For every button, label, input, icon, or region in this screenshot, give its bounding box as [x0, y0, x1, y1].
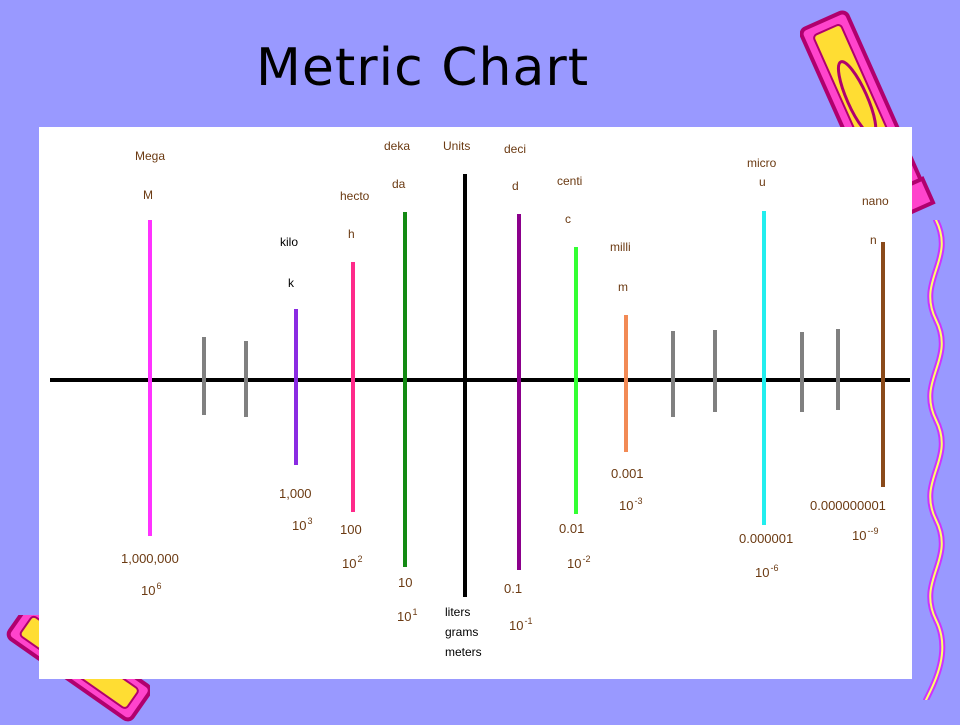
kilo-symbol: k — [288, 276, 294, 290]
centi-value: 0.01 — [559, 521, 585, 536]
milli-value: 0.001 — [611, 466, 644, 481]
metric-chart-svg — [50, 174, 910, 597]
squiggle-decoration — [923, 220, 946, 700]
nano-symbol: n — [870, 233, 877, 247]
deka-name: deka — [384, 139, 411, 153]
page-title: Metric Chart — [256, 38, 590, 98]
units-name: Units — [443, 139, 471, 153]
kilo-value: 1,000 — [279, 486, 312, 501]
base-unit-meters: meters — [445, 645, 482, 659]
milli-symbol: m — [618, 280, 628, 294]
metric-chart: Mega M 1,000,000 106 kilo k 1,000 103 he… — [39, 127, 912, 679]
deka-symbol: da — [392, 177, 406, 191]
hecto-value: 100 — [340, 522, 362, 537]
deci-power: 10-1 — [509, 616, 533, 633]
kilo-power: 103 — [292, 516, 313, 533]
micro-power: 10-6 — [755, 563, 779, 580]
mega-symbol: M — [143, 188, 153, 202]
nano-name: nano — [862, 194, 889, 208]
hecto-name: hecto — [340, 189, 370, 203]
micro-name: micro — [747, 156, 777, 170]
kilo-name: kilo — [280, 235, 299, 249]
hecto-power: 102 — [342, 554, 363, 571]
milli-power: 10-3 — [619, 496, 643, 513]
centi-symbol: c — [565, 212, 571, 226]
mega-power: 106 — [141, 581, 162, 598]
deka-value: 10 — [398, 575, 413, 590]
micro-symbol: u — [759, 175, 766, 189]
nano-value: 0.000000001 — [810, 498, 886, 513]
nano-power: 10--9 — [852, 526, 879, 543]
micro-value: 0.000001 — [739, 531, 794, 546]
base-unit-liters: liters — [445, 605, 471, 619]
centi-name: centi — [557, 174, 583, 188]
deci-name: deci — [504, 142, 527, 156]
mega-value: 1,000,000 — [121, 551, 179, 566]
mega-name: Mega — [135, 149, 166, 163]
hecto-symbol: h — [348, 227, 355, 241]
centi-power: 10-2 — [567, 554, 591, 571]
deci-symbol: d — [512, 179, 519, 193]
base-unit-grams: grams — [445, 625, 479, 639]
milli-name: milli — [610, 240, 631, 254]
deci-value: 0.1 — [504, 581, 523, 596]
deka-power: 101 — [397, 607, 418, 624]
